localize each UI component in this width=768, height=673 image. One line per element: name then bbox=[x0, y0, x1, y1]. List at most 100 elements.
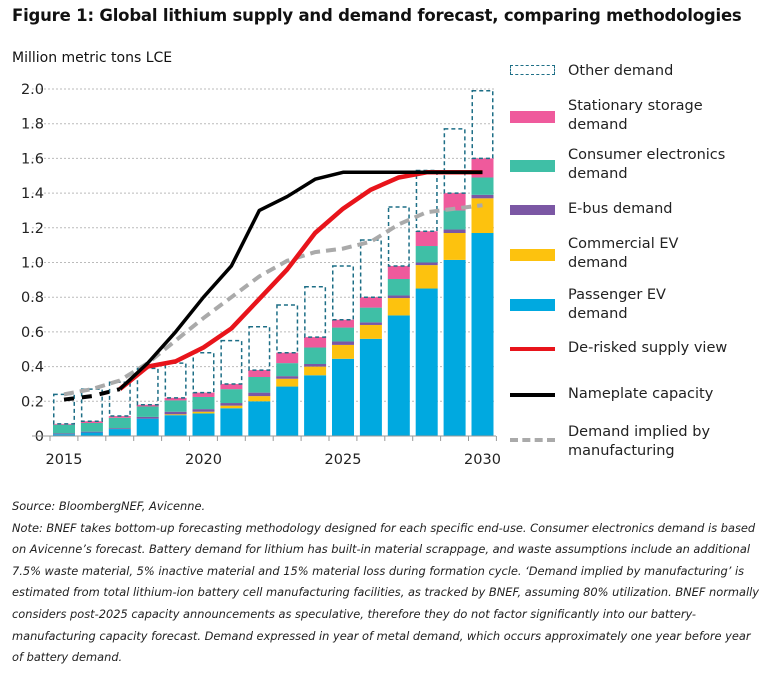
legend-text: demand bbox=[568, 306, 628, 322]
bar-segment-e-bus-demand bbox=[387, 295, 410, 299]
notes: Source: BloombergNEF, Avicenne. Note: BN… bbox=[12, 496, 762, 669]
bar-segment-passenger-ev-demand bbox=[359, 338, 382, 436]
bar-segment-e-bus-demand bbox=[276, 376, 299, 379]
bar-segment-passenger-ev-demand bbox=[443, 259, 466, 436]
bar-segment-commercial-ev-demand bbox=[220, 405, 243, 409]
bar-segment-other-demand bbox=[359, 239, 382, 298]
bar-segment-passenger-ev-demand bbox=[220, 408, 243, 436]
bar-segment-consumer-electronics-demand bbox=[304, 347, 327, 364]
bar-segment-other-demand bbox=[220, 339, 243, 385]
y-tick-label: 1.2 bbox=[21, 221, 44, 237]
bar-segment-e-bus-demand bbox=[164, 411, 187, 415]
x-tick-label: 2030 bbox=[464, 452, 501, 468]
legend-swatch-nameplate bbox=[510, 393, 555, 397]
bar-segment-e-bus-demand bbox=[443, 229, 466, 234]
legend-swatch-stationary bbox=[510, 111, 555, 123]
bar-segment-passenger-ev-demand bbox=[471, 233, 494, 436]
bar-segment-e-bus-demand bbox=[304, 363, 327, 367]
bar-segment-passenger-ev-demand bbox=[415, 288, 438, 436]
bar-segment-other-demand bbox=[276, 304, 299, 354]
x-tick-label: 2015 bbox=[46, 452, 83, 468]
bar-segment-commercial-ev-demand bbox=[387, 298, 410, 316]
bar-segment-commercial-ev-demand bbox=[192, 411, 215, 414]
bar-segment-consumer-electronics-demand bbox=[443, 210, 466, 230]
bar-segment-other-demand bbox=[415, 169, 438, 233]
y-tick-label: 1.0 bbox=[21, 256, 44, 272]
bar-segment-e-bus-demand bbox=[415, 262, 438, 266]
bar-segment-stationary-storage-demand bbox=[53, 423, 75, 425]
bar-segment-other-demand bbox=[471, 89, 494, 160]
bar-segment-e-bus-demand bbox=[80, 431, 103, 433]
bar-segment-stationary-storage-demand bbox=[220, 383, 243, 390]
legend-swatch-implied bbox=[510, 438, 555, 442]
bar-segment-consumer-electronics-demand bbox=[164, 400, 187, 412]
y-tick-label: 0 bbox=[35, 429, 44, 445]
bar-segment-consumer-electronics-demand bbox=[192, 396, 215, 410]
bar-segment-passenger-ev-demand bbox=[276, 386, 299, 436]
x-tick-label: 2025 bbox=[325, 452, 362, 468]
legend-other: Other demand bbox=[568, 63, 674, 79]
bar-segment-consumer-electronics-demand bbox=[276, 363, 299, 377]
legend-stationary: Stationary storage demand bbox=[568, 97, 703, 135]
bar-segment-passenger-ev-demand bbox=[387, 315, 410, 436]
bar-segment-commercial-ev-demand bbox=[304, 366, 327, 376]
bar-segment-e-bus-demand bbox=[136, 416, 159, 419]
bar-segment-commercial-ev-demand bbox=[443, 233, 466, 260]
line-demand-implied-by-manufacturing bbox=[63, 203, 483, 397]
bar-segment-passenger-ev-demand bbox=[248, 401, 271, 436]
figure-title: Figure 1: Global lithium supply and dema… bbox=[12, 6, 742, 25]
bar-segment-commercial-ev-demand bbox=[415, 265, 438, 289]
y-tick-label: 1.6 bbox=[21, 151, 44, 167]
bar-segment-stationary-storage-demand bbox=[304, 337, 327, 348]
y-tick-label: 0.8 bbox=[21, 290, 44, 306]
bar-segment-passenger-ev-demand bbox=[53, 434, 75, 436]
y-axis-label: Million metric tons LCE bbox=[12, 50, 173, 66]
legend-swatch-ebus bbox=[510, 205, 555, 215]
bar-segment-other-demand bbox=[387, 206, 410, 267]
bar-segment-stationary-storage-demand bbox=[443, 193, 466, 211]
y-tick-label: 0.6 bbox=[21, 325, 44, 341]
legend-ebus: E-bus demand bbox=[568, 201, 673, 217]
legend-text: Passenger EV bbox=[568, 287, 666, 303]
bar-segment-passenger-ev-demand bbox=[304, 375, 327, 436]
bar-segment-other-demand bbox=[248, 325, 271, 371]
legend-text: Consumer electronics bbox=[568, 147, 726, 163]
bar-segment-passenger-ev-demand bbox=[80, 432, 103, 436]
legend-text: demand bbox=[568, 117, 628, 133]
bar-segment-other-demand bbox=[164, 362, 187, 399]
legend-text: demand bbox=[568, 255, 628, 271]
bar-segment-stationary-storage-demand bbox=[359, 297, 382, 308]
bar-segment-e-bus-demand bbox=[359, 322, 382, 325]
bar-segment-passenger-ev-demand bbox=[164, 415, 187, 436]
bar-segment-commercial-ev-demand bbox=[359, 324, 382, 339]
legend-consumer: Consumer electronics demand bbox=[568, 146, 725, 184]
bar-segment-other-demand bbox=[332, 265, 354, 321]
y-tick-label: 0.2 bbox=[21, 394, 44, 410]
bar-segment-e-bus-demand bbox=[53, 433, 75, 435]
bar-segment-stationary-storage-demand bbox=[471, 158, 494, 178]
bar-segment-e-bus-demand bbox=[248, 392, 271, 397]
note-text: Note: BNEF takes bottom-up forecasting m… bbox=[12, 520, 760, 665]
bar-segment-other-demand bbox=[443, 128, 466, 194]
legend-text: manufacturing bbox=[568, 443, 675, 459]
legend-text: Stationary storage bbox=[568, 98, 703, 114]
line-nameplate-capacity bbox=[118, 170, 483, 391]
bar-segment-consumer-electronics-demand bbox=[220, 389, 243, 404]
bar-segment-other-demand bbox=[192, 351, 215, 394]
y-tick-label: 1.8 bbox=[21, 117, 44, 133]
bar-segment-consumer-electronics-demand bbox=[80, 422, 103, 432]
chart: 0 0.2 0.4 0.6 0.8 1.0 1.2 1.4 1.6 1.8 2.0 2015 2020 2… bbox=[21, 82, 501, 468]
bar-segment-passenger-ev-demand bbox=[332, 358, 354, 436]
bar-segment-stationary-storage-demand bbox=[415, 231, 438, 247]
bar-segment-stationary-storage-demand bbox=[332, 319, 354, 328]
legend-swatch-other bbox=[510, 65, 555, 75]
bar-segment-e-bus-demand bbox=[192, 409, 215, 412]
legend-text: demand bbox=[568, 166, 628, 182]
bar-segment-stationary-storage-demand bbox=[164, 397, 187, 401]
legend-implied: Demand implied by manufacturing bbox=[568, 423, 710, 461]
bar-segment-passenger-ev-demand bbox=[108, 429, 131, 436]
bar-segment-commercial-ev-demand bbox=[332, 344, 354, 359]
line-nameplate-capacity-dashed bbox=[63, 387, 121, 402]
bar-segment-consumer-electronics-demand bbox=[108, 417, 131, 429]
bar-segment-e-bus-demand bbox=[332, 341, 354, 345]
